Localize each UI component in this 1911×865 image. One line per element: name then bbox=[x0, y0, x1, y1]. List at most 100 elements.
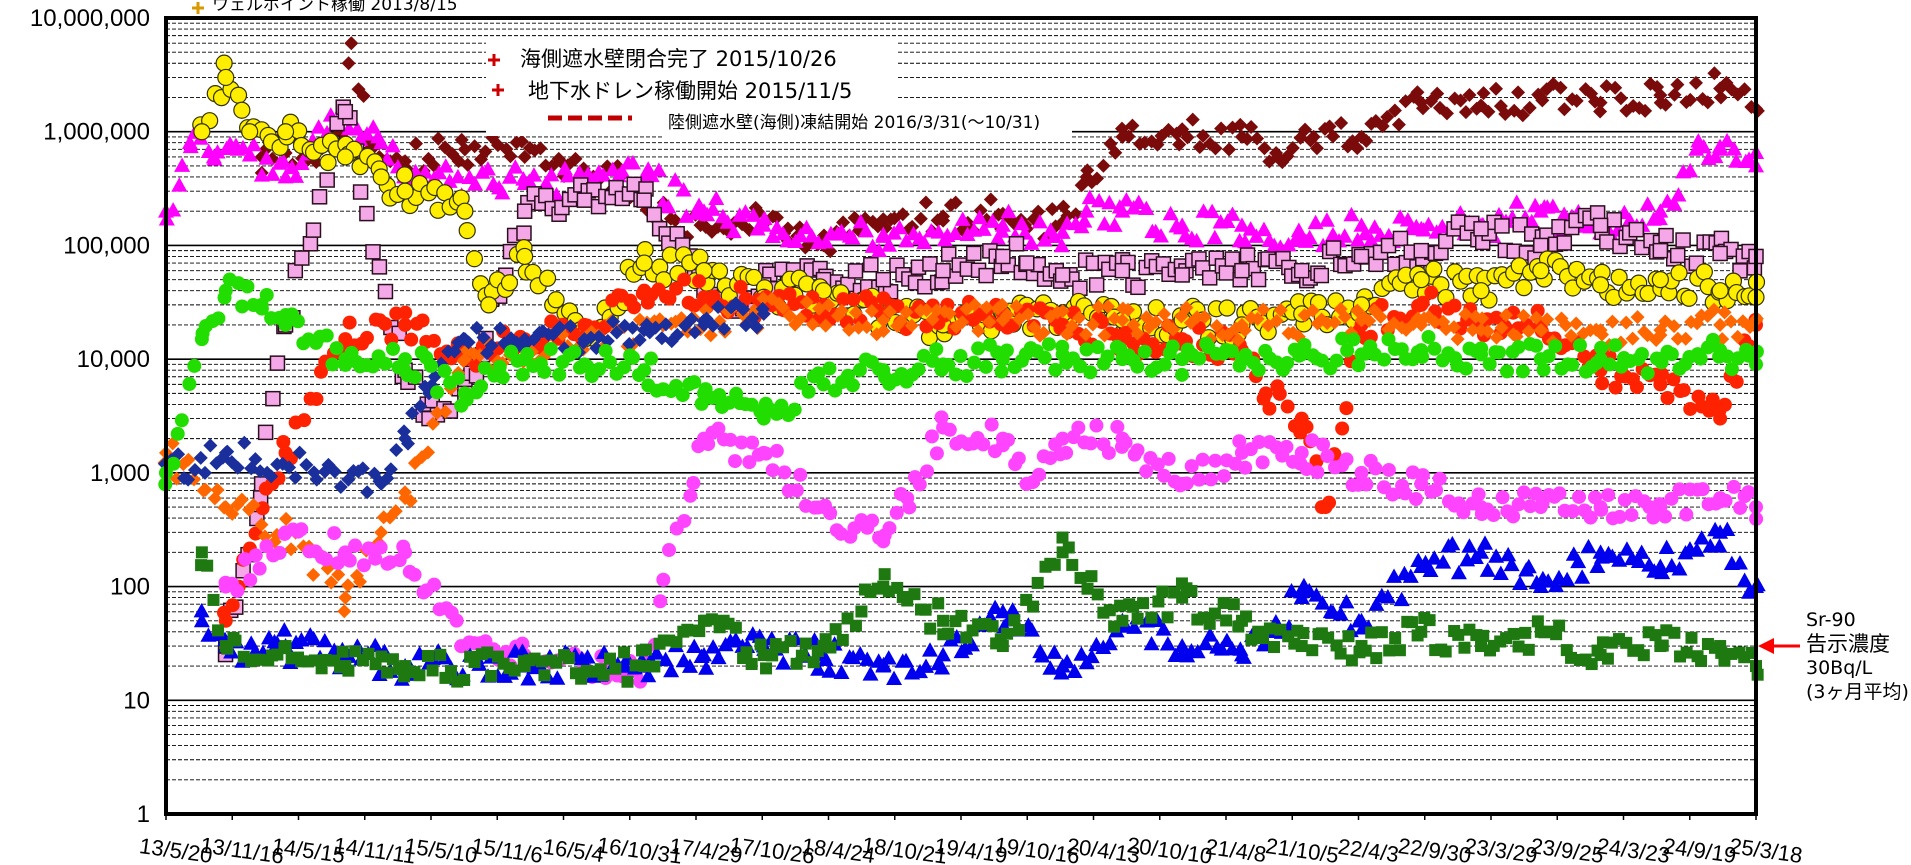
data-point bbox=[218, 283, 233, 298]
data-point bbox=[1250, 271, 1267, 288]
data-point bbox=[1532, 203, 1549, 218]
data-point bbox=[352, 184, 369, 200]
data-point bbox=[639, 643, 652, 656]
data-point bbox=[855, 605, 868, 618]
data-point bbox=[396, 166, 414, 184]
data-point bbox=[1234, 445, 1249, 460]
data-point bbox=[398, 154, 413, 169]
data-point bbox=[865, 513, 880, 528]
data-point bbox=[1383, 644, 1396, 657]
data-point bbox=[174, 157, 191, 172]
data-point bbox=[725, 223, 742, 239]
data-point bbox=[579, 649, 596, 664]
data-point bbox=[844, 229, 861, 245]
data-point bbox=[193, 450, 208, 465]
data-point bbox=[745, 268, 763, 287]
data-point bbox=[1713, 317, 1728, 332]
data-point bbox=[1294, 445, 1309, 460]
data-point bbox=[948, 367, 963, 382]
data-point bbox=[1189, 643, 1206, 659]
data-point bbox=[1682, 162, 1699, 178]
data-point bbox=[816, 500, 831, 515]
data-point bbox=[1224, 251, 1241, 267]
data-point bbox=[409, 136, 424, 151]
data-point bbox=[1031, 204, 1046, 219]
data-point bbox=[1511, 85, 1526, 100]
data-point bbox=[871, 242, 888, 258]
data-point bbox=[1377, 352, 1392, 367]
data-point bbox=[646, 206, 662, 223]
data-point bbox=[893, 314, 908, 329]
data-point bbox=[1608, 338, 1623, 353]
data-point bbox=[662, 291, 677, 306]
data-point bbox=[1165, 339, 1180, 354]
data-point bbox=[1066, 558, 1079, 571]
data-point bbox=[1237, 233, 1254, 249]
data-point bbox=[1683, 401, 1698, 416]
data-point bbox=[1458, 307, 1473, 322]
data-point bbox=[1683, 92, 1698, 107]
data-point bbox=[1425, 260, 1443, 278]
data-point bbox=[337, 604, 352, 619]
data-point bbox=[1630, 553, 1647, 568]
data-point bbox=[1601, 488, 1616, 503]
data-point bbox=[1179, 300, 1194, 315]
data-point bbox=[457, 332, 472, 347]
data-point bbox=[1343, 206, 1360, 222]
data-point bbox=[205, 148, 222, 164]
data-point bbox=[1041, 337, 1056, 352]
data-point bbox=[1489, 310, 1504, 325]
data-point bbox=[696, 290, 711, 305]
data-point bbox=[817, 640, 830, 653]
data-point bbox=[864, 304, 879, 319]
data-point bbox=[1473, 544, 1490, 559]
data-point bbox=[1669, 247, 1686, 264]
data-point bbox=[1424, 285, 1439, 300]
data-point bbox=[1131, 612, 1144, 625]
data-point bbox=[1569, 93, 1584, 108]
data-point bbox=[1548, 339, 1563, 354]
data-point bbox=[1279, 439, 1294, 454]
data-point bbox=[538, 269, 557, 287]
data-point bbox=[193, 123, 211, 141]
data-point bbox=[1521, 324, 1536, 339]
data-point bbox=[1533, 237, 1549, 254]
data-point bbox=[618, 646, 631, 659]
data-point bbox=[921, 642, 938, 657]
data-point bbox=[694, 396, 709, 411]
data-point bbox=[1653, 352, 1668, 367]
data-point bbox=[1664, 491, 1679, 506]
data-point bbox=[1101, 445, 1116, 460]
data-point bbox=[1280, 356, 1295, 371]
data-point bbox=[852, 363, 867, 378]
data-point bbox=[1658, 227, 1674, 244]
y-tick-label: 10 bbox=[123, 687, 150, 714]
data-point bbox=[663, 662, 680, 678]
data-point bbox=[1294, 347, 1309, 362]
data-point bbox=[1398, 486, 1413, 501]
data-point bbox=[1342, 630, 1355, 643]
data-point bbox=[430, 406, 445, 421]
data-point bbox=[1355, 640, 1368, 653]
data-point bbox=[215, 54, 233, 72]
data-point bbox=[1055, 431, 1070, 446]
data-point bbox=[264, 469, 279, 484]
data-point bbox=[987, 599, 1004, 614]
data-point bbox=[1175, 332, 1190, 347]
data-point bbox=[1680, 646, 1693, 659]
data-point bbox=[1079, 342, 1094, 357]
data-point bbox=[876, 363, 891, 378]
data-point bbox=[1712, 141, 1729, 156]
data-point bbox=[789, 483, 804, 498]
data-point bbox=[384, 138, 401, 153]
data-point bbox=[1492, 565, 1509, 580]
data-point bbox=[1685, 631, 1698, 644]
data-point bbox=[1389, 632, 1402, 645]
data-point bbox=[277, 168, 294, 184]
data-point bbox=[1203, 472, 1218, 487]
data-point bbox=[657, 651, 674, 667]
data-point bbox=[936, 357, 951, 372]
data-point bbox=[637, 363, 652, 378]
data-point bbox=[235, 299, 250, 314]
data-point bbox=[1285, 141, 1300, 156]
